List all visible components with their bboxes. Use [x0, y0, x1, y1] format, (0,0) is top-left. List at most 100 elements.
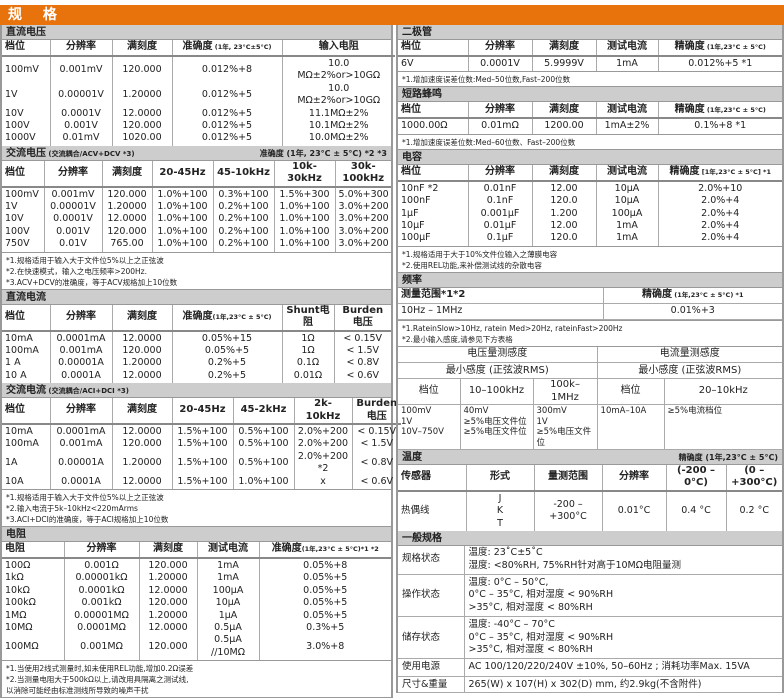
section-title: 直流电压: [2, 25, 391, 40]
column-header-text: 准确度: [182, 41, 213, 53]
column-header: 档位: [2, 40, 51, 57]
table-row: 100Ω 0.001Ω 120.000 1mA 0.05%+8: [2, 557, 391, 573]
table-cell: 0.0001MΩ: [64, 622, 140, 635]
table-cell: 0.05%+8: [303, 559, 348, 571]
column-header: 档位: [2, 160, 45, 188]
table-cell: 1.0%+100: [152, 213, 214, 226]
table-cell: 0.01μF: [468, 220, 533, 233]
column-header: 电阻: [2, 541, 65, 559]
spec-table: 档位 分辨率 满刻度 测试电流 精确度 [1年,23°C ± 5°C] *1 10nF *…: [398, 164, 782, 246]
table-row: 100mA 0.001mA 120.000 0.05%+5 1Ω < 1.5V: [2, 344, 391, 358]
table-cell: 0.2%+100: [213, 225, 275, 239]
table-row: 10 A 0.0001A 12.0000 0.2%+5 0.01Ω < 0.6V: [2, 369, 391, 384]
table-cell: 1mA: [596, 56, 659, 72]
table-cell: 0.001V: [44, 225, 103, 239]
table-row: 100V 0.001V 120.000 1.0%+100 0.2%+100 1.0%+10…: [2, 225, 391, 239]
column-header: 分辨率: [602, 465, 667, 492]
table-cell: 12.0000: [112, 475, 173, 489]
table-cell: 0.2%+100: [213, 213, 275, 226]
table-cell: 10V: [2, 213, 45, 226]
table-cell: 100nF: [398, 195, 469, 208]
column-header-text: 准确度: [182, 310, 213, 322]
table-row: 尺寸&重量 265(W) x 107(H) x 302(D) mm, 约2.9kg…: [398, 676, 782, 694]
column-header-text: 准确度: [271, 543, 302, 555]
table-cell: 0.5%+100: [233, 438, 295, 451]
table-cell: 1μF: [398, 207, 469, 221]
column-header: 测试电流: [197, 541, 260, 559]
table-cell: 120.0: [532, 195, 597, 208]
section-title-text: 电阻: [6, 527, 26, 541]
header-row: 测量范围*1*2 精确度 (1年,23°C ± 5°C) *1: [398, 287, 782, 305]
table-cell: 0.1Ω: [282, 357, 335, 370]
table-cell: 1.200: [532, 207, 597, 221]
table-row: 10V 0.0001V 12.0000 1.0%+100 0.2%+100 1.0%+10…: [2, 213, 391, 226]
table-cell: 0.00001kΩ: [64, 572, 140, 585]
table-row: 1MΩ 0.00001MΩ 1.20000 1μA 0.05%+5: [2, 609, 391, 622]
table-cell: 1μA: [197, 609, 260, 622]
table-cell: 10Hz – 1MHz: [398, 303, 604, 320]
table-row: 100μF 0.1μF 120.0 1mA 2.0%+4: [398, 232, 782, 246]
table-row: 规格状态 温度: 23˚C±5˚C 湿度: <80%RH, 75%RH针对高于10…: [398, 546, 782, 575]
section-title-note: (交流耦合/ACI+DCI *3): [46, 387, 129, 396]
table-row: 100kΩ 0.001kΩ 120.000 10μA 0.05%+5: [2, 597, 391, 610]
table-cell: 100μF: [398, 232, 469, 246]
table-cell: < 0.6V: [346, 369, 380, 381]
table-cell: 0.001mV: [44, 186, 103, 202]
table-cell: 1mA: [197, 557, 260, 573]
table-cell: 10.0 MΩ±2%or>10GΩ: [297, 82, 381, 107]
table-cell: 0.5%+100: [233, 423, 295, 439]
table-cell: 0.00001V: [44, 201, 103, 214]
table-cell: 0.00001A: [50, 357, 113, 370]
table-cell: 0.00001MΩ: [64, 609, 140, 622]
column-header-text: 精确度: [674, 103, 705, 115]
header-row: 电阻 分辨率 满刻度 测试电流 准确度(1年,23°C ± 5°C)*1 *2: [2, 541, 391, 559]
footnote: *2.输入电流于5k–10kHz<220mArms: [6, 503, 138, 513]
table-cell: 1000.00Ω: [398, 118, 469, 134]
table-cell: 储存状态: [398, 616, 465, 660]
table-row: 10kΩ 0.0001kΩ 12.0000 100μA 0.05%+5: [2, 584, 391, 598]
table-cell: 1mA: [596, 220, 659, 233]
table-row: 10V 0.0001V 12.0000 0.012%+5 11.1MΩ±2%: [2, 107, 395, 121]
table-row: 10Hz – 1MHz 0.01%+3: [398, 303, 782, 320]
column-header: Burden电压: [352, 398, 401, 425]
table-cell: 1.5%+100: [172, 475, 234, 489]
spec-table: 档位 分辨率 满刻度 准确度(1年,23°C ± 5°C) Shunt电阻 Burden电…: [2, 304, 391, 384]
table-cell: 0.012%+5: [172, 82, 283, 108]
table-cell: < 1.5V: [346, 344, 380, 356]
column-header: 20-45Hz: [172, 398, 234, 425]
table-cell: 100V: [2, 120, 51, 133]
spec-table: 档位 分辨率 满刻度 20-45Hz 45-2kHz 2k-10kHz Burden电压 10…: [2, 398, 401, 489]
header-row: 档位 10–100kHz 100k–1MHz 档位 20–10kHz: [398, 378, 783, 406]
column-header-text: 最小感度 (正弦波RMS): [445, 364, 549, 376]
table-cell: 1MΩ: [2, 609, 65, 622]
table-cell: 1.0%+100: [152, 225, 214, 239]
table-cell: 1mA: [596, 232, 659, 246]
table-cell: 2.0%+10: [698, 182, 743, 194]
table-cell: 10μA: [596, 195, 659, 208]
column-header: 精确度 (1年,23°C ± 5°C): [658, 102, 782, 120]
section-accuracy-note: 精确度 (1年,23°C ± 5°C): [678, 453, 778, 463]
table-cell: 1.0%+100: [274, 213, 336, 226]
table-cell: 1.0%+100: [233, 475, 295, 489]
table-cell: 0.2%+100: [213, 238, 275, 252]
spec-section: 一般规格 规格状态 温度: 23˚C±5˚C 湿度: <80%RH, 75%RH针对…: [398, 531, 782, 694]
table-cell: 2.0%+200: [294, 438, 353, 451]
table-cell: 0.01nF: [468, 180, 533, 196]
section-name: 短路蜂鸣: [402, 89, 442, 101]
column-header: 档位: [398, 164, 469, 182]
table-cell: 温度: -40°C – 70°C 0°C – 35°C, 相对湿度 < 90%R…: [464, 616, 782, 660]
table-cell: 2.0%+200: [294, 423, 353, 439]
table-cell: 2.0%+4: [701, 195, 740, 207]
column-header: 档位: [2, 304, 51, 332]
footnote: *3.ACV+DCV的准确度，等于ACV规格加上10位数: [6, 277, 178, 287]
footnote: *2.使用REL功能,来补偿测试线的杂散电容: [402, 260, 542, 270]
table-cell: 120.000: [102, 225, 153, 239]
right-column: 二极管 档位 分辨率 满刻度 测试电流 精确度 (1年,23°C ± 5°C) 6V 0.00…: [396, 25, 784, 694]
table-cell: 操作状态: [398, 574, 465, 618]
table-cell: 10V: [2, 107, 51, 121]
footnote: *1.RateinSlow>10Hz, ratein Med>20Hz, rat…: [402, 323, 623, 333]
table-cell: 0.0001mA: [50, 330, 113, 345]
table-cell: 1mA±2%: [596, 118, 659, 134]
column-header: 满刻度: [532, 164, 597, 182]
table-cell: 10kΩ: [2, 584, 65, 598]
